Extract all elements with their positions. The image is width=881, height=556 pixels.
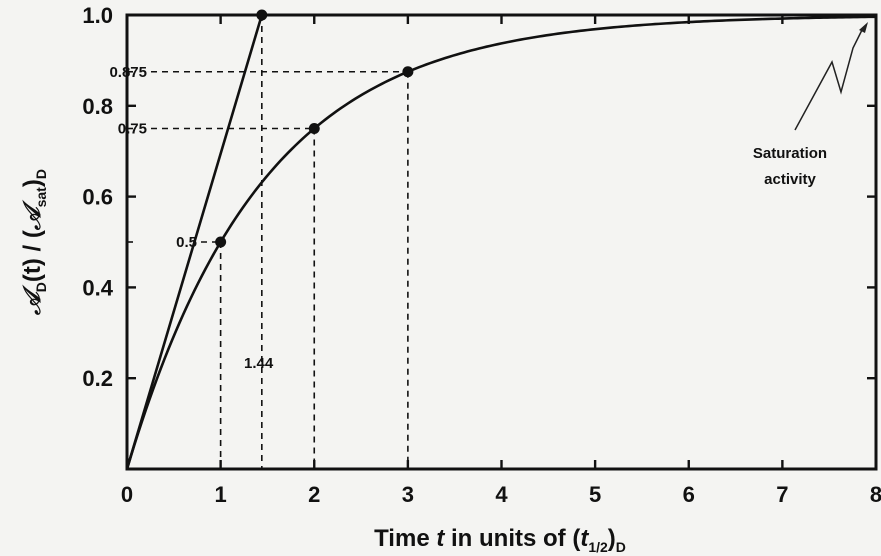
saturation-label-line1: Saturation [753, 145, 827, 162]
x-axis-title: Time t in units of (t1/2)D [374, 525, 626, 555]
y-tick-label: 0.8 [82, 94, 113, 119]
x-tick-label: 7 [776, 482, 788, 507]
tangent-line [125, 14, 264, 470]
activity-curve [125, 15, 877, 470]
data-point [402, 66, 414, 78]
y-tick-label: 0.4 [82, 275, 113, 300]
saturation-arrowhead [859, 22, 868, 33]
y-tick-label: 0.2 [82, 366, 113, 391]
reference-lines [127, 14, 876, 469]
y-mark-label: 0.875 [109, 64, 147, 81]
x-tick-label: 6 [683, 482, 695, 507]
x-tick-label: 0 [121, 482, 133, 507]
x-tick-label: 4 [495, 482, 508, 507]
curves [125, 14, 877, 470]
x-tick-label: 1 [215, 482, 227, 507]
data-points [215, 9, 414, 248]
data-point [256, 9, 268, 21]
x-tick-label: 3 [402, 482, 414, 507]
data-point [215, 236, 227, 248]
y-tick-label: 0.6 [82, 185, 113, 210]
x-tick-label: 5 [589, 482, 601, 507]
y-mark-label: 0.75 [118, 121, 147, 138]
saturation-label-line2: activity [764, 171, 816, 188]
axis-ticks: 0 1 2 3 4 5 6 7 8 0.2 0.4 0.6 0.8 1.0 [82, 3, 881, 507]
x-tick-label: 8 [870, 482, 881, 507]
plot-frame [125, 13, 878, 471]
x-tick-label: 2 [308, 482, 320, 507]
x-mark-label: 1.44 [244, 355, 274, 372]
saturation-arrow [794, 29, 863, 131]
y-tick-label: 1.0 [82, 3, 113, 28]
data-point [308, 123, 320, 134]
annotations: 1.44 Saturation activity 0.5 0.75 0.875 [109, 22, 868, 372]
y-axis-title: 𝒜D(t) / (𝒜sat)D [17, 169, 49, 316]
y-mark-label: 0.5 [176, 234, 197, 251]
